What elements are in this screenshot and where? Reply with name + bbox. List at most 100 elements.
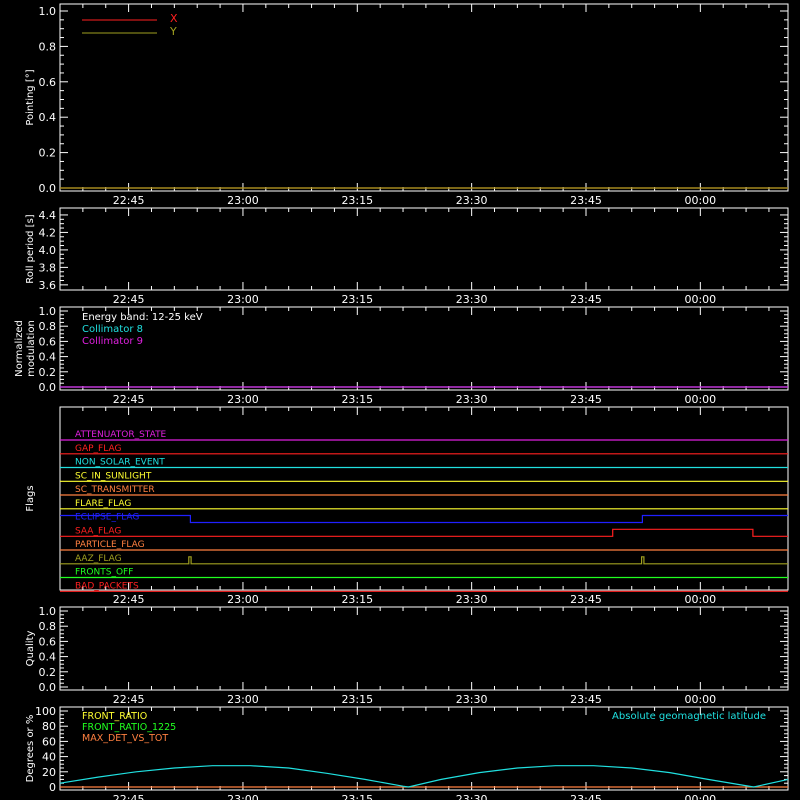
roll-ytick-label: 4.0 [39,244,57,257]
flag-trace [60,528,788,537]
modulation-ytick-label: 0.0 [39,381,57,394]
pointing-xtick-label: 23:30 [456,194,488,207]
modulation-xtick-label: 22:45 [113,393,145,406]
roll-xtick-label: 22:45 [113,293,145,306]
degrees-ytick-label: 100 [35,705,56,718]
panels-group: 22:45 23:00 23:15 23:30 23:45 00:00 Pointing [… [14,3,789,800]
panel-roll: 22:45 23:00 23:15 23:30 23:45 00:00 Roll perio… [25,207,789,306]
degrees-ytick-label: 60 [42,735,56,748]
quality-ytick-label: 0.0 [39,681,57,694]
flag-label: SC_IN_SUNLIGHT [75,471,152,481]
quality-xtick-label: 00:00 [684,693,716,706]
panel-degrees: 22:45 23:00 23:15 23:30 23:45 00:00 Degrees or… [25,705,789,800]
roll-xtick-label: 23:00 [227,293,259,306]
flags-xtick-label: 22:45 [113,593,145,606]
flag-label: SAA_FLAG [75,526,121,536]
quality-xtick-label: 23:15 [341,693,373,706]
pointing-legend-label: X [170,12,178,25]
modulation-ylabel: Normalized [14,320,25,377]
roll-frame [59,207,789,291]
modulation-annotation: Energy band: 12-25 keV [82,312,203,323]
pointing-ytick-label: 0.0 [39,182,57,195]
panel-modulation: 22:45 23:00 23:15 23:30 23:45 00:00 Normalized… [14,305,789,406]
pointing-ytick-label: 1.0 [39,5,57,18]
degrees-ytick-label: 80 [42,720,56,733]
flag-label: SC_TRANSMITTER [75,485,155,495]
flag-label: FLARE_FLAG [75,499,131,509]
degrees-legend-label: FRONT_RATIO_1225 [82,722,176,733]
modulation-ytick-label: 0.4 [39,351,57,364]
roll-xtick-label: 23:15 [341,293,373,306]
flag-label: ATTENUATOR_STATE [75,430,167,440]
flag-label: AAZ_FLAG [75,554,122,564]
roll-xtick-label: 00:00 [684,293,716,306]
degrees-xtick-label: 00:00 [684,793,716,800]
modulation-ytick-label: 0.6 [39,335,57,348]
quality-ytick-label: 0.2 [39,666,57,679]
flags-frame [59,406,789,591]
roll-ytick-label: 3.8 [39,261,57,274]
quality-xtick-label: 22:45 [113,693,145,706]
pointing-xtick-label: 23:15 [341,194,373,207]
quality-xtick-label: 23:45 [570,693,602,706]
degrees-legend-label: FRONT_RATIO [82,711,147,722]
flag-label: PARTICLE_FLAG [75,540,145,550]
degrees-ylabel: Degrees or % [25,715,36,783]
modulation-xtick-label: 23:00 [227,393,259,406]
modulation-ytick-label: 0.2 [39,366,57,379]
roll-ytick-label: 4.4 [39,209,57,222]
roll-ytick-label: 4.2 [39,226,57,239]
flags-ylabel: Flags [25,485,36,511]
flag-label: FRONTS_OFF [75,568,133,578]
degrees-ytick-label: 40 [42,751,56,764]
quality-ytick-label: 0.6 [39,635,57,648]
modulation-legend-label: Collimator 8 [82,324,143,335]
pointing-frame [59,3,789,192]
modulation-xtick-label: 23:15 [341,393,373,406]
quality-ylabel: Quality [25,631,36,667]
degrees-right-legend: Absolute geomagnetic latitude [612,711,766,722]
flags-xtick-label: 23:15 [341,593,373,606]
flags-xtick-label: 23:45 [570,593,602,606]
degrees-series-line [59,765,789,788]
pointing-xtick-label: 23:45 [570,194,602,207]
degrees-ytick-label: 20 [42,766,56,779]
flag-trace [60,556,788,565]
flag-label: BAD_PACKETS [75,581,139,591]
degrees-xtick-label: 22:45 [113,793,145,800]
modulation-xtick-label: 23:30 [456,393,488,406]
panel-flags: 22:45 23:00 23:15 23:30 23:45 00:00 Flags ATTEN… [25,406,789,606]
degrees-xtick-label: 23:00 [227,793,259,800]
flag-label: GAP_FLAG [75,444,121,454]
panel-pointing: 22:45 23:00 23:15 23:30 23:45 00:00 Pointing [… [25,3,789,207]
quality-ytick-label: 1.0 [39,605,57,618]
modulation-xtick-label: 00:00 [684,393,716,406]
modulation-ytick-label: 0.8 [39,320,57,333]
flag-trace [60,514,788,524]
pointing-xtick-label: 23:00 [227,194,259,207]
pointing-ylabel: Pointing [°] [25,69,36,125]
flag-label: ECLIPSE_FLAG [75,513,139,523]
quality-ytick-label: 0.8 [39,620,57,633]
roll-ylabel: Roll period [s] [25,214,36,283]
degrees-ytick-label: 0 [49,781,56,794]
pointing-xtick-label: 22:45 [113,194,145,207]
modulation-ytick-label: 1.0 [39,305,57,318]
modulation-xtick-label: 23:45 [570,393,602,406]
degrees-xtick-label: 23:15 [341,793,373,800]
flags-xtick-label: 00:00 [684,593,716,606]
flag-label: NON_SOLAR_EVENT [75,458,165,468]
quality-xtick-label: 23:00 [227,693,259,706]
quality-ytick-label: 0.4 [39,651,57,664]
roll-xtick-label: 23:45 [570,293,602,306]
quality-xtick-label: 23:30 [456,693,488,706]
flags-xtick-label: 23:30 [456,593,488,606]
degrees-xtick-label: 23:45 [570,793,602,800]
pointing-ytick-label: 0.8 [39,40,57,53]
pointing-legend-label: Y [169,25,177,38]
degrees-legend-label: MAX_DET_VS_TOT [82,733,168,744]
modulation-ylabel: modulation [26,320,37,377]
modulation-legend-label: Collimator 9 [82,336,143,347]
